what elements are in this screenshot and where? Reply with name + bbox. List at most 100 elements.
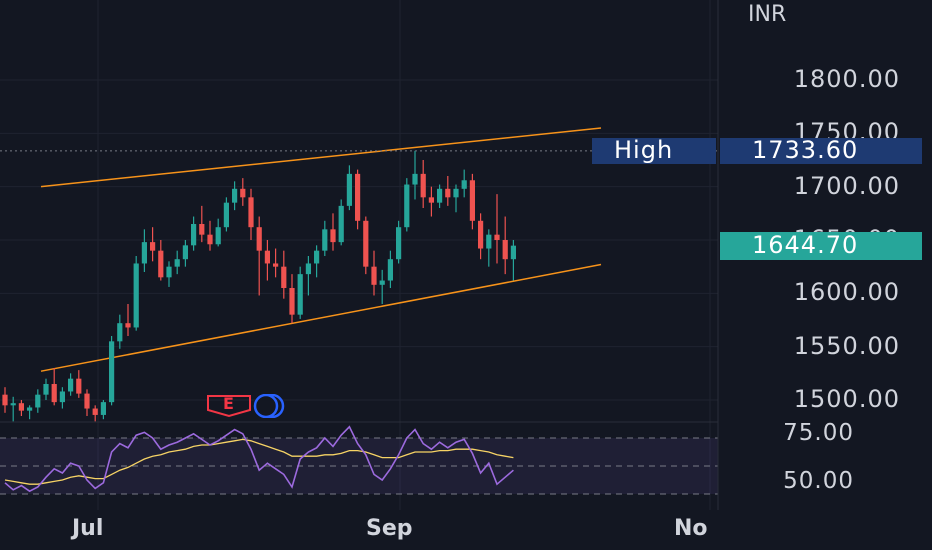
rsi-pane — [0, 425, 718, 495]
candle — [199, 205, 205, 243]
candle — [76, 370, 82, 398]
candle — [445, 176, 451, 206]
candle-body — [18, 403, 24, 411]
candle-body — [2, 394, 8, 406]
candle-body — [191, 224, 197, 246]
candle — [273, 248, 279, 278]
candle — [240, 178, 246, 206]
candle — [330, 213, 336, 251]
candle-body — [355, 173, 361, 221]
candle-body — [437, 188, 443, 203]
grid-lines — [0, 0, 718, 510]
candle-body — [453, 188, 459, 198]
candle — [182, 240, 188, 267]
candle — [289, 274, 295, 324]
candle — [59, 387, 65, 409]
candle — [43, 378, 49, 400]
candle-body — [166, 266, 172, 278]
candle — [158, 240, 164, 281]
candle-body — [92, 408, 98, 415]
candle — [100, 400, 106, 420]
x-tick-sep: Sep — [366, 516, 413, 541]
price-tick-label: 1800.00 — [793, 65, 900, 93]
candle-body — [223, 202, 229, 228]
candle-body — [68, 378, 74, 392]
candle-body — [387, 259, 393, 281]
high-value-tag — [720, 138, 922, 164]
candle-body — [363, 220, 369, 267]
candle — [141, 229, 147, 272]
candle — [109, 336, 115, 406]
currency-label: INR — [748, 2, 787, 27]
candle-body — [502, 240, 508, 260]
candle — [453, 184, 459, 213]
candle-body — [59, 391, 65, 403]
candle — [355, 169, 361, 230]
candle — [68, 373, 74, 396]
candle — [174, 250, 180, 275]
candle-body — [379, 280, 385, 285]
candle-body — [428, 197, 434, 203]
candle — [133, 256, 139, 331]
candle-body — [346, 173, 352, 206]
last-price-text: 1644.70 — [752, 231, 859, 259]
candle-body — [305, 263, 311, 275]
candle — [248, 188, 254, 240]
candle — [412, 150, 418, 200]
price-tick-label: 1700.00 — [793, 171, 900, 200]
high-label-text: High — [614, 136, 674, 164]
candle-body — [158, 250, 164, 278]
candle-body — [494, 234, 500, 240]
candle-body — [182, 245, 188, 260]
candle — [297, 266, 303, 319]
candle-body — [232, 188, 238, 203]
rsi-tick-50: 50.00 — [783, 468, 854, 494]
price-tick-label: 1600.00 — [793, 278, 900, 307]
candle — [2, 387, 8, 413]
candle — [305, 256, 311, 296]
candle — [314, 245, 320, 278]
candle-body — [43, 384, 49, 395]
candle — [281, 250, 287, 299]
candle-body — [412, 173, 418, 185]
candle-body — [420, 173, 426, 198]
candle-body — [109, 341, 115, 403]
candle-body — [215, 227, 221, 245]
candle — [371, 250, 377, 296]
candle — [256, 216, 262, 296]
candle — [92, 405, 98, 422]
candle — [10, 396, 16, 422]
last-price-tag — [720, 232, 922, 260]
candle-body — [199, 224, 205, 235]
candle — [223, 197, 229, 232]
candle-body — [150, 242, 156, 251]
candle-body — [396, 227, 402, 260]
candle-body — [51, 384, 57, 403]
candle — [322, 220, 328, 256]
rsi-line — [4, 425, 514, 493]
price-tick-label: 1500.00 — [793, 385, 900, 413]
candle — [264, 240, 270, 281]
candle — [387, 250, 393, 288]
candle — [27, 405, 33, 420]
candle-body — [174, 259, 180, 267]
candle-body — [273, 263, 279, 267]
candle — [461, 169, 467, 198]
candle-body — [445, 188, 451, 198]
candle — [379, 269, 385, 304]
candle — [338, 199, 344, 246]
candle-body — [141, 242, 147, 264]
candle — [18, 400, 24, 416]
candle — [346, 165, 352, 211]
earnings-badge[interactable]: E — [206, 394, 285, 418]
candle-body — [27, 407, 33, 411]
candle-body — [314, 250, 320, 264]
candle — [486, 229, 492, 267]
candle-body — [240, 188, 246, 198]
high-value-text: 1733.60 — [752, 136, 859, 164]
x-tick-jul: Jul — [72, 516, 104, 541]
candle-body — [133, 263, 139, 328]
candle — [510, 240, 516, 281]
channel-lower-line — [40, 263, 602, 372]
